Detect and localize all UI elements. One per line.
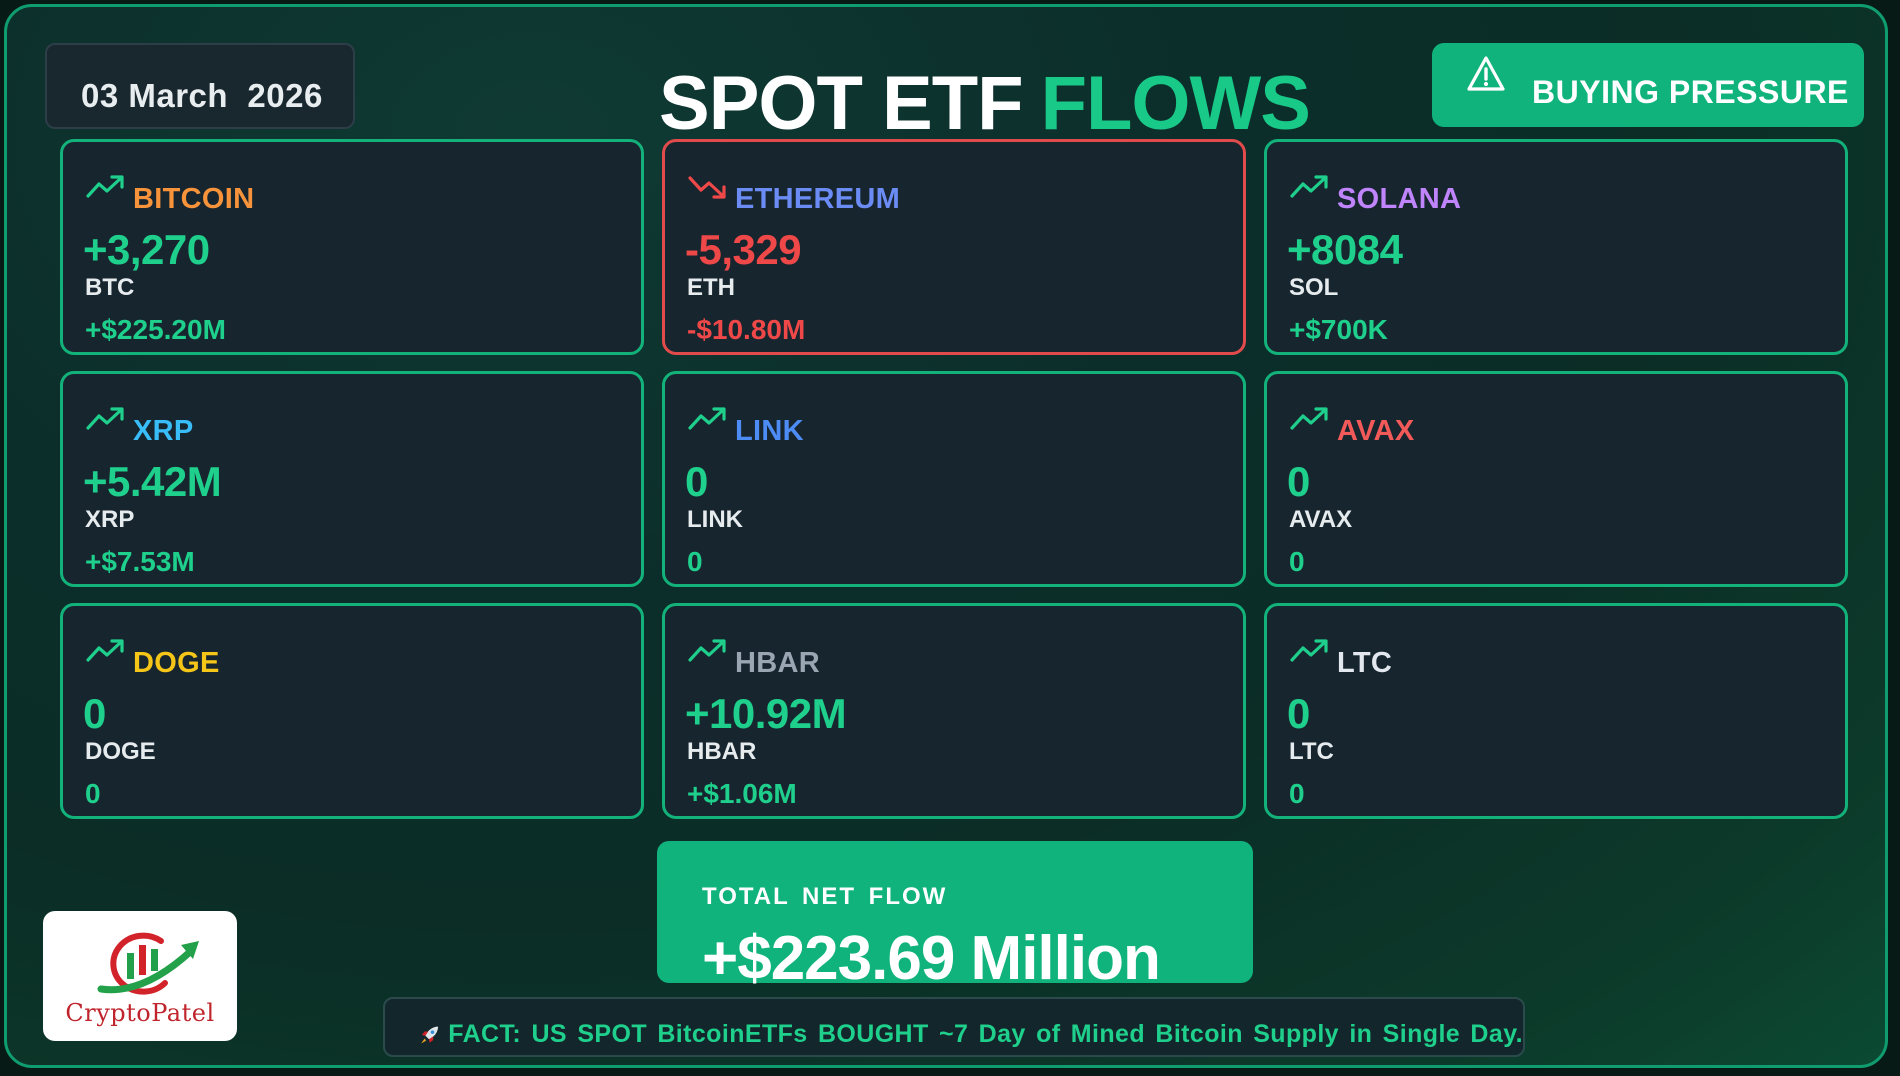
- asset-card-solana: SOLANA +8084 SOL +$700K: [1264, 139, 1848, 355]
- asset-symbol: XRP: [85, 506, 135, 533]
- total-net-flow-label: TOTAL NET FLOW: [702, 883, 948, 910]
- asset-usd-flow: +$225.20M: [85, 314, 226, 345]
- asset-symbol: LINK: [687, 506, 743, 533]
- asset-usd-flow: +$1.06M: [687, 778, 797, 809]
- trend-up-icon: [86, 639, 124, 662]
- trend-up-icon: [86, 175, 124, 198]
- asset-card-doge: DOGE 0 DOGE 0: [60, 603, 644, 819]
- brand-logo: CryptoPatel: [43, 911, 237, 1041]
- asset-usd-flow: 0: [687, 546, 703, 577]
- asset-name: SOLANA: [1337, 183, 1462, 215]
- asset-card-bitcoin: BITCOIN +3,270 BTC +$225.20M: [60, 139, 644, 355]
- asset-amount: 0: [685, 458, 708, 505]
- warning-icon: [1467, 56, 1505, 91]
- asset-card-ltc: LTC 0 LTC 0: [1264, 603, 1848, 819]
- asset-name: LTC: [1337, 647, 1393, 679]
- asset-card-hbar: HBAR +10.92M HBAR +$1.06M: [662, 603, 1246, 819]
- asset-usd-flow: 0: [1289, 778, 1305, 809]
- total-net-flow-panel: TOTAL NET FLOW +$223.69 Million: [657, 841, 1253, 993]
- buying-pressure-label: BUYING PRESSURE: [1532, 73, 1849, 110]
- asset-symbol: DOGE: [85, 738, 156, 765]
- asset-name: LINK: [735, 415, 804, 447]
- buying-pressure-badge: BUYING PRESSURE: [1432, 43, 1864, 127]
- trend-up-icon: [1290, 175, 1328, 198]
- fact-text: FACT: US SPOT BitcoinETFs BOUGHT ~7 Day …: [448, 1020, 1523, 1048]
- asset-amount: 0: [1287, 690, 1310, 737]
- asset-symbol: SOL: [1289, 274, 1339, 301]
- date-display: 03 March 2026: [45, 43, 355, 129]
- asset-name: DOGE: [133, 647, 220, 679]
- asset-card-avax: AVAX 0 AVAX 0: [1264, 371, 1848, 587]
- title-spot-etf: SPOT ETF: [659, 61, 1024, 146]
- asset-usd-flow: +$700K: [1289, 314, 1388, 345]
- asset-usd-flow: -$10.80M: [687, 314, 806, 345]
- asset-amount: -5,329: [685, 226, 802, 273]
- trend-up-icon: [688, 407, 726, 430]
- asset-symbol: ETH: [687, 274, 735, 301]
- rocket-icon: [421, 1026, 439, 1044]
- asset-symbol: LTC: [1289, 738, 1334, 765]
- asset-name: AVAX: [1337, 415, 1415, 447]
- asset-card-link: LINK 0 LINK 0: [662, 371, 1246, 587]
- trend-up-icon: [1290, 407, 1328, 430]
- asset-usd-flow: +$7.53M: [85, 546, 195, 577]
- trend-up-icon: [688, 639, 726, 662]
- candlestick-chart-icon: [97, 932, 199, 995]
- asset-amount: 0: [83, 690, 106, 737]
- asset-amount: +10.92M: [685, 690, 847, 737]
- asset-usd-flow: 0: [1289, 546, 1305, 577]
- brand-name: CryptoPatel: [65, 999, 215, 1027]
- dashboard-frame: 03 March 2026 SPOT ETF FLOWS BUYING PRESS…: [4, 4, 1888, 1068]
- fact-banner: FACT: US SPOT BitcoinETFs BOUGHT ~7 Day …: [383, 997, 1525, 1057]
- title-flows: FLOWS: [1040, 61, 1311, 146]
- trend-up-icon: [86, 407, 124, 430]
- asset-name: BITCOIN: [133, 183, 255, 215]
- asset-usd-flow: 0: [85, 778, 101, 809]
- asset-name: ETHEREUM: [735, 183, 901, 215]
- asset-name: HBAR: [735, 647, 820, 679]
- asset-symbol: AVAX: [1289, 506, 1353, 533]
- asset-symbol: BTC: [85, 274, 135, 301]
- trend-up-icon: [1290, 639, 1328, 662]
- asset-name: XRP: [133, 415, 194, 447]
- asset-amount: +3,270: [83, 226, 210, 273]
- asset-amount: +8084: [1287, 226, 1403, 273]
- asset-amount: +5.42M: [83, 458, 222, 505]
- total-net-flow-value: +$223.69 Million: [702, 924, 1161, 993]
- asset-card-ethereum: ETHEREUM -5,329 ETH -$10.80M: [662, 139, 1246, 355]
- asset-symbol: HBAR: [687, 738, 757, 765]
- page-title: SPOT ETF FLOWS: [659, 59, 1311, 149]
- asset-card-xrp: XRP +5.42M XRP +$7.53M: [60, 371, 644, 587]
- trend-down-icon: [688, 176, 726, 199]
- asset-amount: 0: [1287, 458, 1310, 505]
